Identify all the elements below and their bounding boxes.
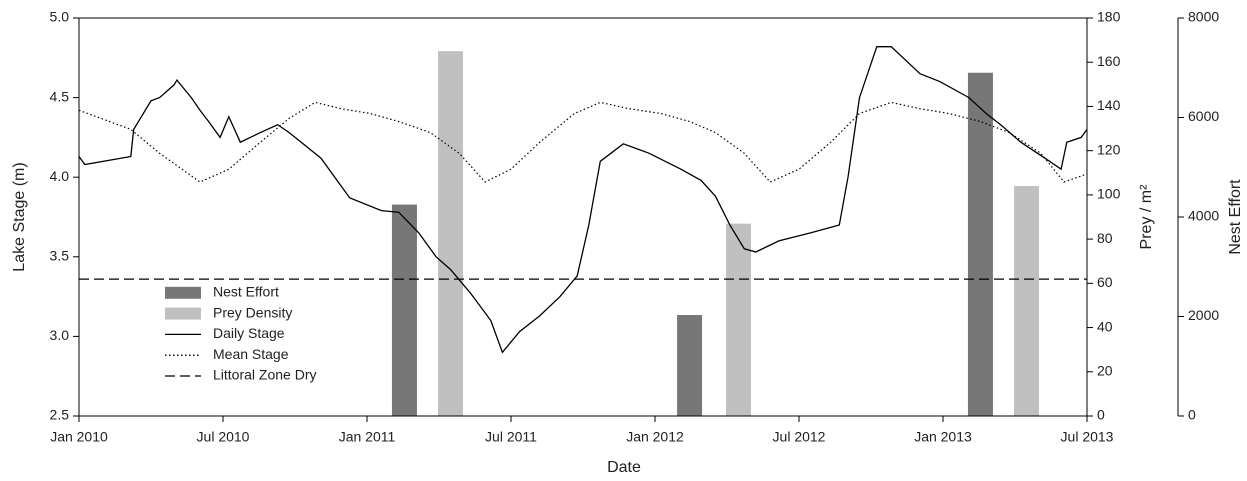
x-tick-label: Jan 2011: [339, 429, 396, 445]
bar: [391, 204, 417, 416]
legend-label: Mean Stage: [213, 346, 289, 362]
y-tick-label: 2.5: [50, 407, 70, 423]
y2-tick-label: 180: [1097, 9, 1121, 25]
legend-label: Nest Effort: [213, 284, 279, 300]
y2-tick-label: 100: [1097, 186, 1121, 202]
x-tick-label: Jan 2013: [914, 429, 972, 445]
y2-tick-label: 160: [1097, 53, 1121, 69]
line: [78, 46, 1088, 354]
y-axis-label: Lake Stage (m): [11, 162, 28, 271]
x-axis-label: Date: [607, 459, 641, 476]
y2-tick-label: 40: [1097, 318, 1113, 334]
y3-axis-label: Nest Effort: [1227, 179, 1244, 255]
y3-tick-label: 2000: [1188, 307, 1219, 323]
x-tick-label: Jul 2012: [773, 429, 826, 445]
y3-tick-label: 4000: [1188, 208, 1219, 224]
y2-tick-label: 140: [1097, 97, 1121, 113]
y2-tick-label: 80: [1097, 230, 1113, 246]
y2-tick-label: 60: [1097, 274, 1113, 290]
bar: [677, 315, 703, 416]
legend-swatch: [165, 286, 201, 299]
legend-swatch: [165, 307, 201, 320]
y-tick-label: 4.0: [50, 168, 70, 184]
legend-label: Littoral Zone Dry: [213, 367, 316, 383]
x-tick-label: Jan 2010: [50, 429, 108, 445]
y3-tick-label: 0: [1188, 407, 1196, 423]
x-tick-label: Jul 2013: [1061, 429, 1114, 445]
y-tick-label: 3.5: [50, 248, 70, 264]
y2-tick-label: 20: [1097, 362, 1113, 378]
y2-axis-label: Prey / m²: [1138, 184, 1155, 250]
legend-label: Prey Density: [213, 304, 292, 320]
plot-frame: [78, 17, 1088, 417]
x-tick-label: Jan 2012: [626, 429, 684, 445]
bar: [1014, 186, 1040, 416]
y-tick-label: 4.5: [50, 88, 70, 104]
y2-tick-label: 120: [1097, 141, 1121, 157]
x-tick-label: Jul 2011: [485, 429, 537, 445]
y2-tick-label: 0: [1097, 407, 1105, 423]
y-tick-label: 3.0: [50, 327, 70, 343]
y3-tick-label: 6000: [1188, 108, 1219, 124]
bar: [967, 72, 993, 416]
line: [78, 101, 1088, 183]
y-tick-label: 5.0: [50, 9, 70, 25]
bar: [726, 223, 752, 416]
y3-tick-label: 8000: [1188, 9, 1219, 25]
bar: [438, 51, 464, 417]
x-tick-label: Jul 2010: [197, 429, 250, 445]
legend-label: Daily Stage: [213, 325, 285, 341]
